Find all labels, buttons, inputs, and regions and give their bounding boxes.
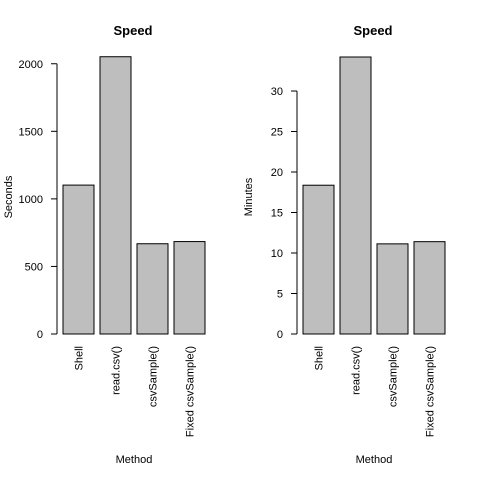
bar (136, 243, 169, 335)
bar (302, 184, 335, 335)
x-axis-label: Method (116, 454, 153, 466)
y-tick-label: 20 (271, 167, 283, 179)
bar (173, 241, 206, 335)
x-tick-label: read.csv() (351, 346, 363, 395)
x-tick-labels: Shell read.csv() csvSample() Fixed csvSampl… (74, 346, 197, 437)
bars (302, 56, 446, 335)
y-tick-label: 30 (271, 86, 283, 98)
left-chart-panel: Speed Method Seconds 0 500 1000 1500 2000 Sh… (3, 23, 206, 466)
y-axis-label: Seconds (3, 175, 15, 218)
y-tick-label: 25 (271, 127, 283, 139)
y-tick-label: 2000 (19, 59, 43, 71)
bar (62, 184, 95, 335)
y-tick-label: 0 (277, 329, 283, 341)
chart-title: Speed (113, 23, 152, 38)
bar (99, 56, 132, 335)
x-tick-label: Shell (74, 346, 86, 370)
right-chart-panel: Speed Method Minutes 0 5 10 15 20 25 30 Shell r… (243, 23, 446, 466)
chart-title: Speed (353, 23, 392, 38)
x-tick-label: csvSample() (388, 346, 400, 407)
bar (413, 241, 446, 335)
x-tick-label: read.csv() (111, 346, 123, 395)
x-tick-labels: Shell read.csv() csvSample() Fixed csvSampl… (314, 346, 437, 437)
y-axis: 0 500 1000 1500 2000 (19, 59, 58, 341)
y-axis: 0 5 10 15 20 25 30 (271, 86, 298, 341)
bar (339, 56, 372, 335)
y-tick-label: 500 (25, 261, 43, 273)
y-tick-label: 10 (271, 248, 283, 260)
y-tick-label: 1500 (19, 126, 43, 138)
x-tick-label: Shell (314, 346, 326, 370)
y-tick-label: 1000 (19, 194, 43, 206)
y-tick-label: 0 (37, 329, 43, 341)
y-axis-label: Minutes (243, 177, 255, 216)
bars (62, 56, 206, 335)
x-tick-label: csvSample() (148, 346, 160, 407)
y-tick-label: 5 (277, 289, 283, 301)
x-tick-label: Fixed csvSample() (185, 346, 197, 437)
bar (376, 243, 409, 335)
x-tick-label: Fixed csvSample() (425, 346, 437, 437)
y-tick-label: 15 (271, 208, 283, 220)
x-axis-label: Method (356, 454, 393, 466)
